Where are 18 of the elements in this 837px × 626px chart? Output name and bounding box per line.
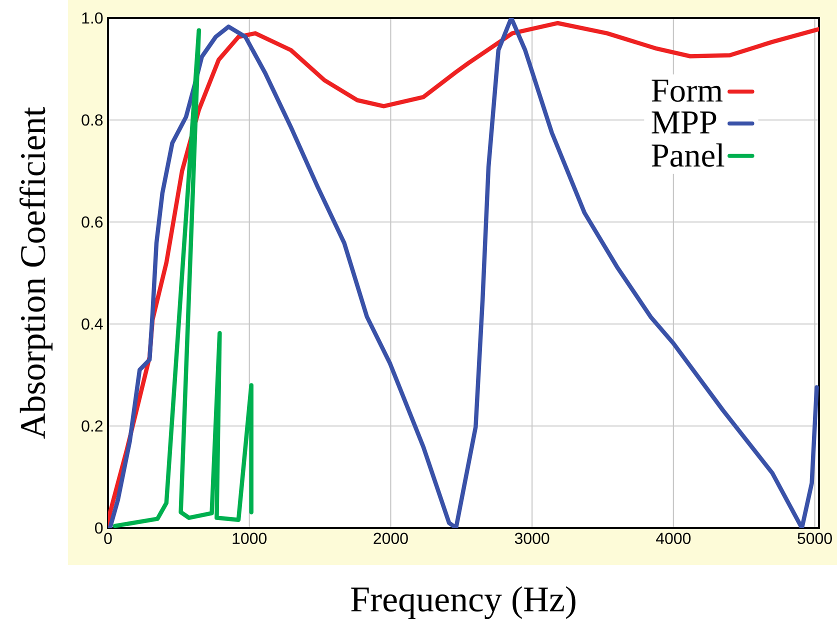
x-tick-label: 5000 (798, 532, 832, 544)
y-tick-label: 0.8 (82, 114, 103, 126)
y-tick-label: 0.2 (82, 420, 102, 432)
legend-label: Panel (652, 143, 724, 167)
x-tick-label: 0 (104, 532, 112, 544)
x-tick-label: 1000 (232, 532, 267, 544)
y-axis-title: Absorption Coefficient (20, 107, 53, 439)
x-tick-label: 4000 (656, 532, 691, 544)
line-series (112, 28, 254, 528)
y-tick-label: 0.4 (82, 318, 103, 330)
y-tick-label: 0.6 (82, 216, 103, 228)
legend-label: MPP (652, 112, 716, 134)
x-tick-label: 2000 (374, 532, 408, 544)
y-tick-label: 1.0 (82, 12, 103, 24)
legend-label: Form (652, 80, 723, 102)
y-tick-label: 0 (95, 522, 103, 534)
x-axis-title: Frequency (Hz) (351, 586, 576, 620)
x-tick-label: 3000 (514, 532, 550, 544)
